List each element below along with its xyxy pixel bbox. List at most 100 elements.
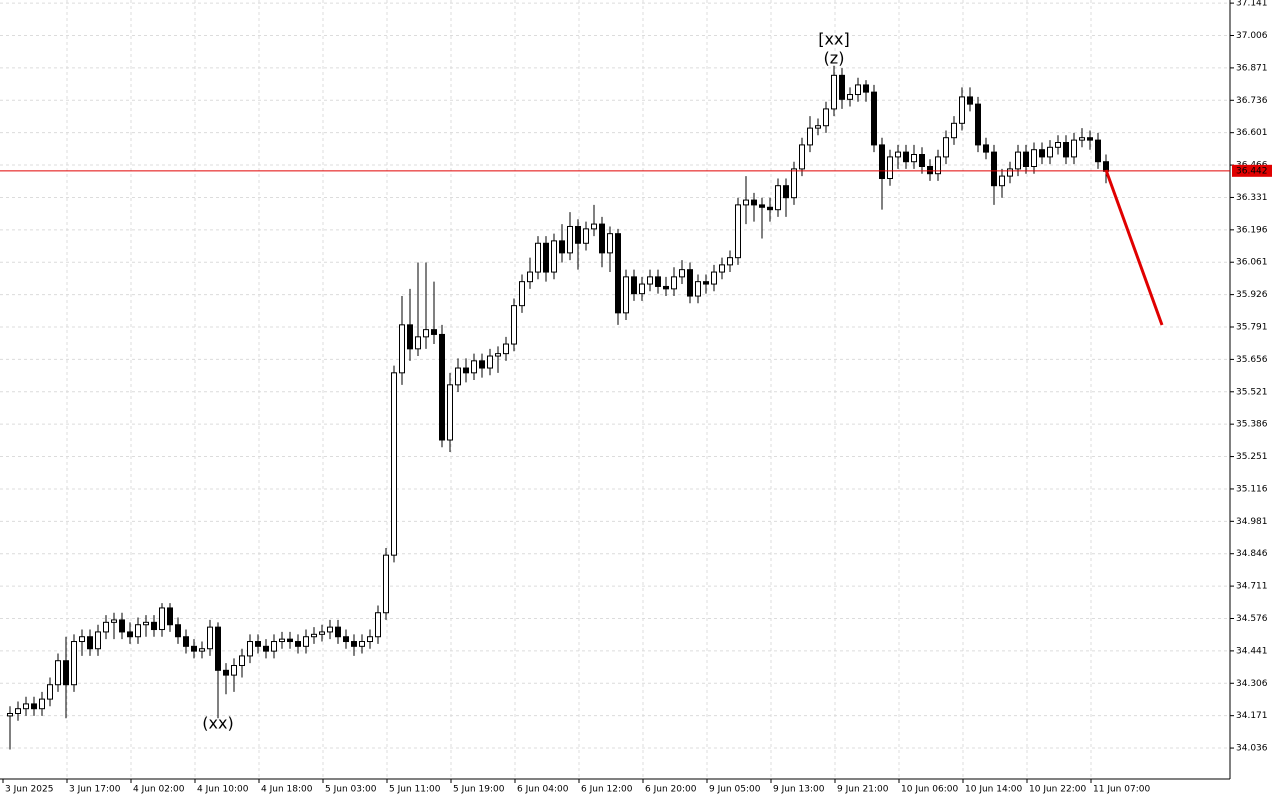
y-tick-label: 34.981 — [1236, 517, 1268, 527]
candle-body — [103, 621, 109, 633]
candle-body — [647, 276, 653, 285]
candle-body — [575, 225, 581, 244]
candle-body — [287, 638, 293, 643]
x-tick-label: 5 Jun 03:00 — [325, 785, 377, 795]
candle-body — [927, 166, 933, 175]
y-tick-label: 37.141 — [1236, 0, 1268, 9]
candle-body — [543, 242, 549, 273]
x-tick-label: 6 Jun 04:00 — [517, 785, 569, 795]
candle-body — [1031, 149, 1037, 168]
y-tick-label: 35.251 — [1236, 452, 1268, 462]
candle-body — [999, 175, 1005, 187]
candle-body — [1023, 151, 1029, 168]
candle-body — [239, 655, 245, 667]
candle-body — [671, 276, 677, 290]
candle-body — [623, 276, 629, 314]
candle-body — [455, 367, 461, 386]
wave-label: [xx] — [818, 30, 849, 49]
candle-body — [191, 645, 197, 652]
candle-body — [1087, 137, 1093, 141]
candle-body — [679, 269, 685, 278]
x-tick-label: 4 Jun 10:00 — [197, 785, 249, 795]
candle-body — [975, 103, 981, 146]
x-tick-label: 6 Jun 20:00 — [645, 785, 697, 795]
candle-body — [951, 122, 957, 139]
candle-body — [1007, 168, 1013, 177]
candle-body — [303, 636, 309, 647]
candle-body — [847, 94, 853, 100]
current-price-box — [1232, 164, 1272, 177]
candle-body — [783, 185, 789, 199]
candle-body — [615, 233, 621, 314]
candle-body — [135, 624, 141, 638]
x-tick-label: 11 Jun 07:00 — [1093, 785, 1150, 795]
y-tick-label: 34.711 — [1236, 582, 1268, 592]
candle-body — [983, 144, 989, 153]
candle-body — [495, 353, 501, 357]
candle-body — [231, 665, 237, 676]
candle-body — [335, 626, 341, 638]
candle-body — [799, 144, 805, 170]
candle-body — [87, 636, 93, 650]
candle-body — [215, 626, 221, 671]
candle-body — [935, 156, 941, 175]
candle-body — [167, 607, 173, 626]
y-tick-label: 34.036 — [1236, 744, 1268, 754]
candle-body — [159, 607, 165, 631]
candle-body — [551, 240, 557, 273]
candle-body — [607, 233, 613, 254]
candle-body — [263, 645, 269, 652]
candle-body — [447, 384, 453, 441]
y-tick-label: 34.846 — [1236, 549, 1268, 559]
candle-body — [479, 360, 485, 369]
candle-body — [663, 285, 669, 290]
x-tick-label: 5 Jun 19:00 — [453, 785, 505, 795]
candle-body — [47, 684, 53, 700]
y-tick-label: 34.441 — [1236, 646, 1268, 656]
candle-body — [39, 698, 45, 710]
y-tick-label: 34.576 — [1236, 614, 1268, 624]
candle-body — [559, 240, 565, 254]
candle-body — [911, 154, 917, 163]
candle-body — [119, 619, 125, 633]
x-tick-label: 3 Jun 17:00 — [69, 785, 121, 795]
candle-body — [943, 137, 949, 158]
candle-body — [967, 96, 973, 105]
candle-body — [839, 74, 845, 100]
candle-body — [1063, 142, 1069, 158]
y-tick-label: 35.521 — [1236, 387, 1268, 397]
candle-body — [535, 242, 541, 273]
candle-body — [511, 305, 517, 345]
candle-body — [15, 708, 21, 715]
y-tick-label: 35.386 — [1236, 420, 1268, 430]
candle-body — [431, 329, 437, 335]
candle-body — [151, 621, 157, 631]
candle-body — [1071, 139, 1077, 158]
candle-body — [351, 641, 357, 647]
candle-body — [871, 91, 877, 146]
candle-body — [375, 612, 381, 638]
y-tick-label: 34.171 — [1236, 711, 1268, 721]
candle-body — [919, 154, 925, 168]
y-tick-label: 36.871 — [1236, 63, 1268, 73]
y-tick-label: 35.926 — [1236, 290, 1268, 300]
candle-body — [407, 324, 413, 350]
current-price-label: 36.442 — [1236, 166, 1268, 176]
candle-body — [143, 621, 149, 626]
candle-body — [791, 168, 797, 199]
candle-body — [959, 96, 965, 124]
candle-body — [1079, 137, 1085, 141]
candle-body — [199, 648, 205, 652]
candle-body — [255, 641, 261, 647]
candle-body — [367, 636, 373, 643]
y-tick-label: 36.331 — [1236, 193, 1268, 203]
candle-body — [327, 626, 333, 633]
candle-body — [423, 329, 429, 338]
candle-body — [711, 271, 717, 285]
wave-label: (xx) — [202, 714, 233, 733]
candle-body — [735, 204, 741, 259]
candle-body — [63, 660, 69, 686]
x-tick-label: 6 Jun 12:00 — [581, 785, 633, 795]
